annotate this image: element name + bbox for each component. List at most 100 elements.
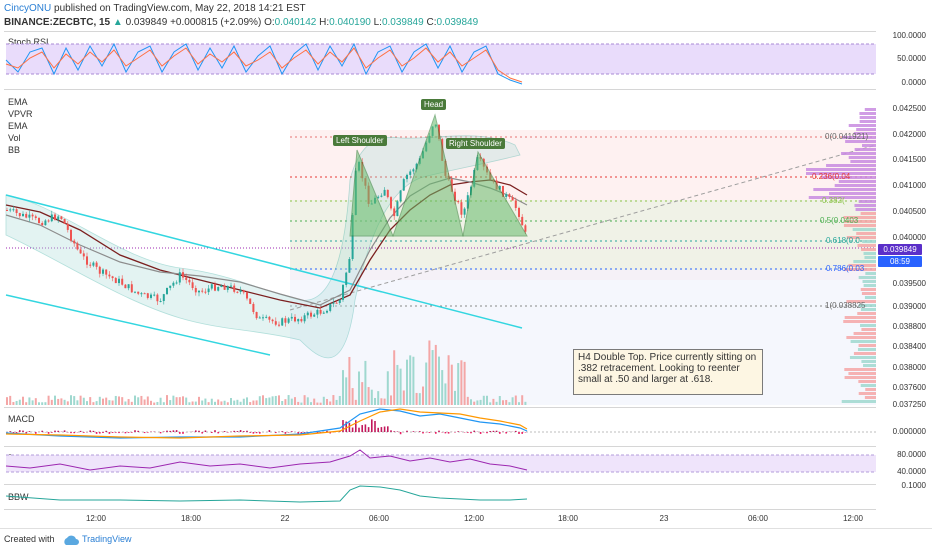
macd-hist-bar [195,430,197,432]
head-label[interactable]: Head [421,99,446,110]
volume-bar [115,396,117,405]
candle-body [291,317,293,319]
macd-hist-bar [249,432,251,433]
candle-body [137,292,139,294]
candle-body [348,259,350,273]
macd-hist-bar [480,432,482,434]
candle-body [124,285,126,288]
price-tick: 0.042500 [893,104,926,113]
volume-bar [310,402,312,405]
macd-hist-bar [275,432,277,433]
price-tick: 0.039000 [893,302,926,311]
stoch-axis: 100.0000 50.0000 0.0000 [877,31,932,88]
volume-bar [384,399,386,405]
time-tick: 12:00 [464,514,484,523]
volume-bar [198,397,200,405]
macd-hist-bar [384,427,386,432]
macd-hist-bar [118,432,120,433]
vpvr-bar [859,112,876,115]
candle-body [204,292,206,293]
vpvr-bar [849,124,876,127]
candle-body [252,304,254,312]
volume-bar [480,400,482,405]
vpvr-bar [854,352,876,355]
volume-bar [236,400,238,405]
candle-body [412,169,414,171]
volume-bar [48,396,50,405]
vpvr-bar [865,388,876,391]
volume-bar [86,401,88,405]
vpvr-bar [861,384,876,387]
macd-hist-bar [377,428,379,432]
volume-bar [396,365,398,405]
volume-bar [518,402,520,405]
volume-bar [83,398,85,405]
volume-bar [457,363,459,405]
macd-hist-bar [505,432,507,433]
rsi-tick: 40.0000 [897,467,926,476]
volume-bar [438,357,440,405]
candle-body [128,284,130,288]
candle-body [396,201,398,216]
volume-bar [124,402,126,405]
volume-bar [521,395,523,405]
time-axis[interactable]: 12:00 18:00 22 06:00 12:00 18:00 23 06:0… [4,509,876,526]
volume-bar [140,396,142,405]
time-tick: 12:00 [843,514,863,523]
volume-bar [64,400,66,405]
macd-hist-bar [22,431,24,432]
vpvr-bar [865,272,876,275]
volume-bar [147,396,149,405]
volume-bar [256,400,258,405]
volume-bar [499,396,501,405]
candle-body [323,313,325,314]
macd-hist-bar [352,428,354,432]
macd-hist-bar [99,432,101,434]
volume-bar [160,398,162,405]
macd-hist-bar [413,431,415,432]
volume-bar [329,402,331,405]
candle-body [230,286,232,287]
volume-bar [435,345,437,405]
volume-bar [364,361,366,405]
candle-body [67,224,69,230]
vpvr-bar [813,188,876,191]
candle-body [256,312,258,318]
vpvr-bar [850,160,876,163]
note-callout[interactable]: H4 Double Top. Price currently sitting o… [573,349,763,395]
time-tick: 06:00 [369,514,389,523]
rsi-tick: 80.0000 [897,450,926,459]
candle-body [28,215,30,218]
candle-body [134,292,136,293]
volume-bar [233,401,235,405]
macd-hist-bar [355,420,357,432]
volume-bar [169,400,171,405]
candle-body [339,300,341,303]
candle-body [278,325,280,326]
candle-body [345,273,347,285]
macd-hist-bar [240,430,242,432]
candle-body [259,317,261,318]
volume-bar [176,397,178,405]
volume-bar [217,400,219,405]
macd-hist-bar [288,432,290,433]
vpvr-bar [861,328,876,331]
volume-bar [150,401,152,405]
tradingview-brand[interactable]: TradingView [82,534,132,544]
volume-bar [348,357,350,405]
macd-hist-bar [457,431,459,432]
volume-bar [73,396,75,405]
volume-bar [192,401,194,405]
macd-hist-bar [445,432,447,433]
volume-bar [281,401,283,405]
bbw-line [6,486,527,502]
vpvr-bar [855,148,876,151]
macd-hist-bar [163,431,165,432]
volume-bar [227,402,229,405]
volume-bar [70,395,72,405]
volume-bar [44,402,46,405]
left-shoulder-label[interactable]: Left Shoulder [333,135,387,146]
volume-bar [195,402,197,405]
right-shoulder-label[interactable]: Right Shoulder [446,138,505,149]
volume-bar [300,403,302,405]
